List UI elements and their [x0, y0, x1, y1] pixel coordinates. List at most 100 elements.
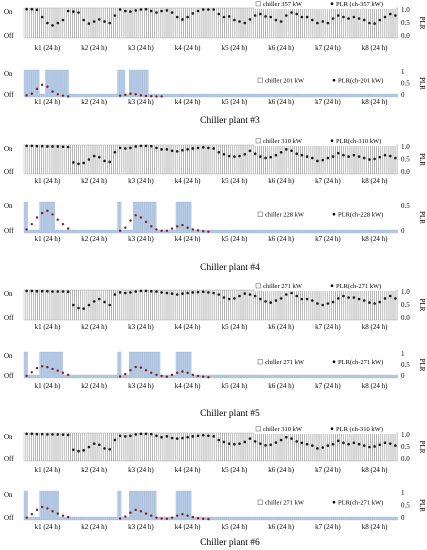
status-bar [292, 93, 295, 98]
status-bar [255, 374, 258, 379]
status-bar [316, 289, 319, 321]
status-bar [80, 7, 83, 39]
status-bar [257, 144, 260, 175]
status-bar [224, 7, 227, 39]
status-bar [134, 7, 137, 39]
status-bar [255, 289, 258, 321]
legend-label-plr: PLR(ch-271 kW) [338, 359, 383, 366]
status-bar [347, 289, 350, 321]
y-right-label: PLR [418, 299, 426, 312]
status-bar [249, 93, 252, 98]
plr-point [290, 149, 293, 153]
status-bar [345, 289, 348, 321]
y-right-tick: 0.0 [401, 455, 410, 463]
x-tick-label: k5 (24 h) [222, 44, 248, 52]
plr-point [46, 433, 49, 436]
status-bar [164, 93, 167, 98]
plr-point [98, 18, 101, 21]
plr-point [243, 292, 247, 295]
status-bar [93, 7, 96, 39]
status-bar [164, 516, 167, 521]
status-bar [105, 7, 108, 39]
status-bar [60, 7, 63, 39]
status-bar [214, 374, 217, 379]
status-bar [345, 7, 348, 39]
plr-point [129, 219, 132, 222]
status-bar [275, 289, 278, 321]
plr-point [259, 155, 262, 158]
x-tick-label: k2 (24 h) [81, 44, 107, 52]
status-bar [90, 374, 93, 379]
plr-point [92, 442, 96, 445]
status-bar [146, 69, 149, 98]
plr-point [25, 374, 28, 378]
status-bar [331, 432, 334, 462]
status-bar [257, 516, 260, 521]
status-bar [259, 516, 262, 521]
status-bar [158, 351, 161, 379]
status-bar [376, 93, 379, 98]
plr-point [305, 15, 309, 19]
status-bar [156, 289, 159, 321]
status-bar [177, 289, 180, 321]
plr-point [264, 15, 267, 18]
status-bar [53, 144, 56, 175]
status-bar [284, 229, 287, 234]
plr-point [305, 442, 309, 446]
x-tick-label: k4 (24 h) [175, 323, 201, 331]
plr-point [196, 434, 200, 438]
status-bar [226, 289, 229, 321]
plr-point [56, 145, 60, 148]
plr-point [134, 433, 137, 436]
legend-swatch-bar [255, 1, 261, 7]
plr-point [30, 144, 34, 148]
status-bar [236, 432, 239, 462]
status-bar [164, 374, 167, 379]
status-bar [292, 7, 295, 39]
status-bar [372, 374, 375, 379]
status-bar [218, 229, 221, 234]
status-bar [82, 144, 85, 175]
status-bar [54, 289, 57, 321]
status-bar [130, 289, 133, 321]
status-bar [356, 7, 359, 39]
x-tick-label: k3 (24 h) [128, 323, 154, 331]
status-bar [345, 93, 348, 98]
status-bar [204, 7, 207, 39]
status-bar [93, 374, 96, 379]
y-tick-off: Off [4, 227, 14, 235]
status-bar [265, 144, 268, 175]
x-tick-label: k5 (24 h) [222, 177, 248, 185]
status-bar [298, 229, 301, 234]
status-bar [115, 7, 118, 39]
status-bar [97, 93, 100, 98]
status-bar [74, 7, 77, 39]
status-bar [58, 7, 61, 39]
status-bar [331, 516, 334, 521]
status-bar [84, 374, 87, 379]
plr-point [103, 447, 106, 450]
x-tick-label: k8 (24 h) [362, 235, 388, 243]
status-bar [282, 144, 285, 175]
plr-point [191, 12, 195, 15]
status-bar [251, 93, 254, 98]
plr-point [394, 297, 397, 300]
status-bar [222, 374, 225, 379]
status-bar [144, 490, 147, 521]
plr-point [248, 437, 252, 440]
plr-point [25, 432, 28, 436]
status-bar [72, 516, 75, 521]
status-bar [232, 144, 235, 175]
status-bar [294, 7, 297, 39]
status-bar [80, 374, 83, 379]
status-bar [353, 144, 356, 175]
status-bar [331, 289, 334, 321]
status-bar [179, 201, 182, 234]
plr-point [227, 154, 231, 158]
status-bar [167, 516, 170, 521]
status-bar [304, 289, 307, 321]
plr-point [259, 12, 262, 16]
x-tick-label: k1 (24 h) [35, 98, 61, 106]
